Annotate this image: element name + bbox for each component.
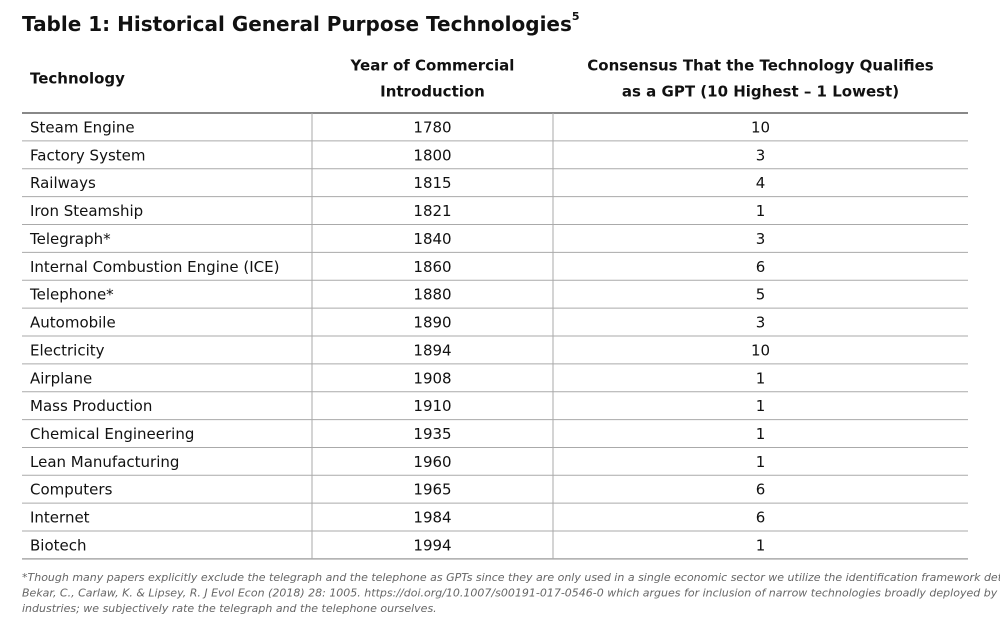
consensus-cell: 4 (756, 174, 766, 192)
consensus-cell: 1 (756, 202, 766, 220)
year-cell: 1935 (413, 425, 451, 443)
consensus-cell: 3 (756, 314, 766, 332)
consensus-cell: 1 (756, 536, 766, 554)
consensus-cell: 10 (751, 118, 770, 136)
technology-name: Chemical Engineering (30, 425, 194, 443)
technology-name: Iron Steamship (30, 202, 143, 220)
consensus-cell: 6 (756, 481, 766, 499)
technology-name: Lean Manufacturing (30, 453, 179, 471)
column-header: Introduction (380, 83, 485, 101)
technology-name: Computers (30, 481, 113, 499)
footnote-line: Bekar, C., Carlaw, K. & Lipsey, R. J Evo… (22, 587, 1000, 600)
column-header: Year of Commercial (350, 57, 515, 75)
technology-name: Telegraph* (29, 230, 111, 248)
technology-name: Railways (30, 174, 96, 192)
year-cell: 1908 (413, 369, 451, 387)
consensus-cell: 5 (756, 286, 766, 304)
year-cell: 1780 (413, 118, 451, 136)
year-cell: 1860 (413, 258, 451, 276)
year-cell: 1821 (413, 202, 451, 220)
column-header: Technology (30, 70, 125, 88)
year-cell: 1890 (413, 314, 451, 332)
technology-name: Internal Combustion Engine (ICE) (30, 258, 279, 276)
title-text: Table 1: Historical General Purpose Tech… (22, 12, 572, 36)
year-cell: 1894 (413, 341, 451, 359)
consensus-cell: 1 (756, 453, 766, 471)
column-header: as a GPT (10 Highest – 1 Lowest) (622, 83, 899, 101)
year-cell: 1880 (413, 286, 451, 304)
year-cell: 1840 (413, 230, 451, 248)
technology-name: Internet (30, 509, 90, 527)
year-cell: 1910 (413, 397, 451, 415)
table-title: Table 1: Historical General Purpose Tech… (22, 10, 580, 36)
year-cell: 1815 (413, 174, 451, 192)
footnote-line: industries; we subjectively rate the tel… (22, 602, 437, 615)
technology-name: Automobile (30, 314, 116, 332)
consensus-cell: 3 (756, 146, 766, 164)
consensus-cell: 1 (756, 425, 766, 443)
footnote-line: *Though many papers explicitly exclude t… (22, 571, 1000, 584)
year-cell: 1960 (413, 453, 451, 471)
technology-name: Steam Engine (30, 118, 135, 136)
year-cell: 1965 (413, 481, 451, 499)
title-superscript: 5 (572, 10, 580, 23)
consensus-cell: 1 (756, 369, 766, 387)
year-cell: 1800 (413, 146, 451, 164)
year-cell: 1984 (413, 509, 451, 527)
consensus-cell: 1 (756, 397, 766, 415)
column-header: Consensus That the Technology Qualifies (587, 57, 933, 75)
technology-name: Mass Production (30, 397, 152, 415)
technology-name: Electricity (30, 341, 105, 359)
consensus-cell: 3 (756, 230, 766, 248)
consensus-cell: 6 (756, 258, 766, 276)
technology-name: Telephone* (29, 286, 114, 304)
technology-name: Factory System (30, 146, 146, 164)
consensus-cell: 6 (756, 509, 766, 527)
year-cell: 1994 (413, 536, 451, 554)
consensus-cell: 10 (751, 341, 770, 359)
technology-name: Airplane (30, 369, 92, 387)
technology-name: Biotech (30, 536, 87, 554)
